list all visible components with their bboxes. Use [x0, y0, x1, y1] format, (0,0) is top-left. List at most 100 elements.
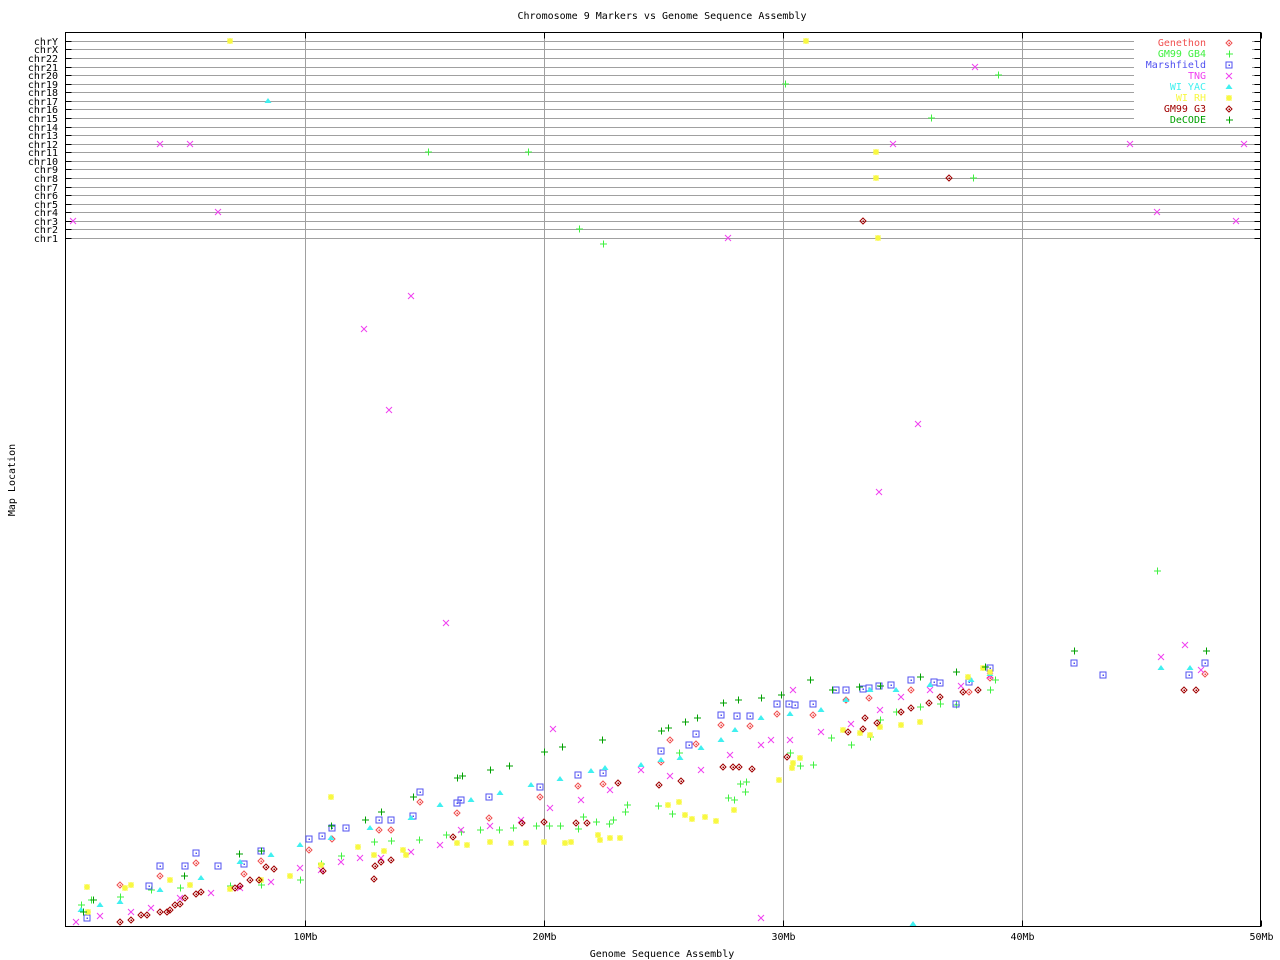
- data-point: [319, 867, 327, 875]
- data-point: [601, 765, 609, 770]
- data-point: [477, 826, 484, 834]
- data-point: [377, 858, 385, 866]
- data-point: [856, 729, 864, 737]
- data-point: [748, 765, 756, 773]
- data-point: [917, 703, 924, 711]
- data-point: [877, 682, 884, 690]
- data-point: [1185, 671, 1193, 679]
- data-point: [338, 852, 345, 860]
- data-point: [181, 894, 189, 902]
- data-point: [546, 822, 553, 830]
- legend-marker-x-icon: [1225, 72, 1233, 80]
- y-tick-label: chr22: [28, 54, 58, 65]
- data-point-chr3: [1232, 217, 1240, 225]
- data-point: [463, 841, 471, 849]
- data-point: [370, 875, 378, 883]
- data-point: [567, 838, 575, 846]
- data-point: [375, 826, 383, 834]
- data-point: [817, 707, 825, 712]
- data-point: [580, 813, 587, 821]
- legend-label: WI YAC: [1170, 82, 1206, 93]
- data-point: [701, 813, 709, 821]
- data-point-chr8: [872, 174, 880, 182]
- data-point: [1201, 659, 1209, 667]
- data-point: [965, 688, 973, 696]
- data-point: [177, 884, 184, 892]
- y-tick-label: chr13: [28, 131, 58, 142]
- data-point: [518, 819, 526, 827]
- data-point: [127, 881, 135, 889]
- y-tick-label: chr8: [34, 174, 58, 185]
- data-point: [255, 876, 263, 884]
- data-point: [637, 762, 645, 767]
- data-point: [757, 715, 765, 720]
- data-point: [549, 725, 557, 733]
- data-point: [533, 822, 540, 830]
- data-point: [80, 908, 87, 916]
- data-point: [137, 911, 145, 919]
- data-point: [877, 716, 884, 724]
- data-point: [163, 908, 171, 916]
- data-point: [1201, 670, 1209, 678]
- series-genethon: [116, 670, 1209, 889]
- data-point: [583, 819, 591, 827]
- data-point: [407, 292, 415, 300]
- plot-frame: [65, 32, 1261, 927]
- data-point: [459, 772, 466, 780]
- data-point-chr3: [859, 217, 867, 225]
- data-point: [366, 825, 374, 830]
- data-point: [599, 736, 606, 744]
- data-point: [757, 914, 765, 922]
- data-point: [783, 753, 791, 761]
- data-point: [342, 824, 350, 832]
- data-point: [96, 902, 104, 907]
- data-point-chr11: [872, 148, 880, 156]
- data-point: [866, 731, 874, 739]
- data-point: [717, 711, 725, 719]
- data-point: [952, 700, 960, 708]
- data-point: [624, 801, 631, 809]
- data-point-chr12: [889, 140, 897, 148]
- data-point: [72, 918, 80, 926]
- data-point: [742, 788, 749, 796]
- legend-label: TNG: [1188, 71, 1206, 82]
- data-point: [865, 694, 873, 702]
- data-point: [717, 737, 725, 742]
- data-point: [1197, 666, 1205, 674]
- data-point: [731, 796, 738, 804]
- data-point: [305, 846, 313, 854]
- data-point: [735, 696, 742, 704]
- data-point: [296, 842, 304, 847]
- data-point: [186, 881, 194, 889]
- data-point: [176, 900, 184, 908]
- data-point: [731, 727, 739, 732]
- data-point: [787, 749, 794, 757]
- data-point: [575, 825, 582, 833]
- data-point: [197, 888, 205, 896]
- data-point: [556, 776, 564, 781]
- data-point: [606, 834, 614, 842]
- data-point: [561, 839, 569, 847]
- data-point: [166, 876, 174, 884]
- data-point: [936, 693, 944, 701]
- data-point: [270, 865, 278, 873]
- data-point: [856, 683, 863, 691]
- data-point: [318, 832, 326, 840]
- data-point: [767, 736, 775, 744]
- data-point: [156, 872, 164, 880]
- data-point: [362, 816, 369, 824]
- data-point: [371, 838, 378, 846]
- data-point-chr8: [970, 174, 977, 182]
- data-point: [697, 745, 705, 750]
- data-point: [1181, 641, 1189, 649]
- data-point: [907, 676, 915, 684]
- data-point: [773, 700, 781, 708]
- data-point: [387, 856, 395, 864]
- data-point: [297, 876, 304, 884]
- data-point: [692, 730, 700, 738]
- data-point: [810, 761, 817, 769]
- data-point: [892, 687, 900, 692]
- legend-marker-triangle-icon: [1225, 84, 1233, 89]
